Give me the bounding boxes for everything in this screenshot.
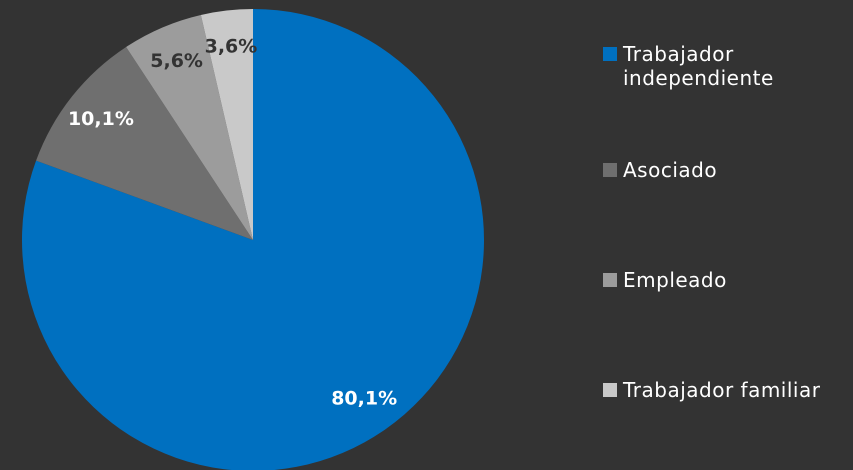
legend-label: Trabajador independiente (623, 42, 774, 90)
data-label: 5,6% (150, 50, 203, 72)
pie-slice (200, 9, 253, 240)
data-label: 3,6% (205, 36, 258, 58)
legend-item: Empleado (603, 268, 727, 292)
data-label: 80,1% (331, 388, 397, 410)
pie-slice (36, 46, 253, 241)
pie-slice (22, 9, 484, 470)
legend-item: Asociado (603, 158, 717, 182)
legend-swatch (603, 273, 617, 287)
legend-swatch (603, 47, 617, 61)
legend-label: Asociado (623, 158, 718, 182)
legend-swatch (603, 163, 617, 177)
data-label: 10,1% (68, 108, 134, 130)
legend-swatch (603, 383, 617, 397)
legend-label: Empleado (623, 268, 727, 292)
legend-item: Trabajador familiar (603, 378, 820, 402)
pie-slice (126, 14, 253, 241)
legend-item: Trabajador independiente (603, 42, 813, 90)
legend-label: Trabajador familiar (623, 378, 821, 402)
